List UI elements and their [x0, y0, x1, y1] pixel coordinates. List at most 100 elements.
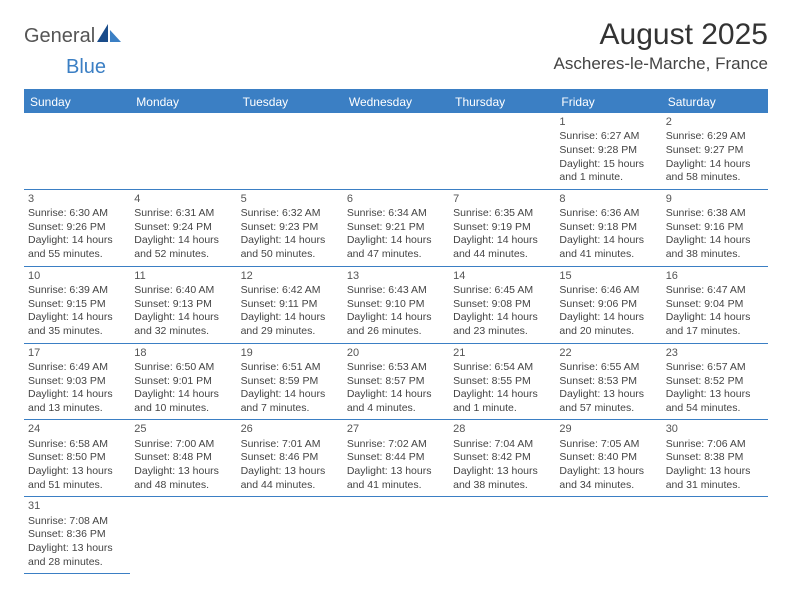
calendar-cell: 28Sunrise: 7:04 AMSunset: 8:42 PMDayligh… [449, 420, 555, 497]
calendar-cell [24, 113, 130, 189]
day-number: 1 [559, 115, 657, 129]
calendar-cell [130, 497, 236, 574]
sunrise: Sunrise: 6:29 AM [666, 130, 764, 144]
sunset: Sunset: 9:27 PM [666, 144, 764, 158]
calendar-cell [555, 497, 661, 574]
sunrise: Sunrise: 6:42 AM [241, 284, 339, 298]
sunrise: Sunrise: 7:01 AM [241, 438, 339, 452]
calendar-body: 1Sunrise: 6:27 AMSunset: 9:28 PMDaylight… [24, 113, 768, 574]
calendar-cell: 8Sunrise: 6:36 AMSunset: 9:18 PMDaylight… [555, 189, 661, 266]
daylight: Daylight: 14 hours and 50 minutes. [241, 234, 339, 261]
calendar-cell: 31Sunrise: 7:08 AMSunset: 8:36 PMDayligh… [24, 497, 130, 574]
daylight: Daylight: 14 hours and 55 minutes. [28, 234, 126, 261]
sunset: Sunset: 9:04 PM [666, 298, 764, 312]
weekday-tue: Tuesday [237, 90, 343, 113]
calendar-cell [343, 113, 449, 189]
sunrise: Sunrise: 6:38 AM [666, 207, 764, 221]
sunrise: Sunrise: 6:27 AM [559, 130, 657, 144]
sunset: Sunset: 8:46 PM [241, 451, 339, 465]
sunset: Sunset: 8:38 PM [666, 451, 764, 465]
weekday-thu: Thursday [449, 90, 555, 113]
calendar-cell: 13Sunrise: 6:43 AMSunset: 9:10 PMDayligh… [343, 266, 449, 343]
weekday-wed: Wednesday [343, 90, 449, 113]
day-number: 8 [559, 192, 657, 206]
sunrise: Sunrise: 6:32 AM [241, 207, 339, 221]
calendar-row: 10Sunrise: 6:39 AMSunset: 9:15 PMDayligh… [24, 266, 768, 343]
sunrise: Sunrise: 6:50 AM [134, 361, 232, 375]
day-number: 4 [134, 192, 232, 206]
sunrise: Sunrise: 7:06 AM [666, 438, 764, 452]
daylight: Daylight: 13 hours and 31 minutes. [666, 465, 764, 492]
daylight: Daylight: 13 hours and 54 minutes. [666, 388, 764, 415]
day-number: 9 [666, 192, 764, 206]
daylight: Daylight: 15 hours and 1 minute. [559, 158, 657, 185]
calendar-cell: 20Sunrise: 6:53 AMSunset: 8:57 PMDayligh… [343, 343, 449, 420]
sunrise: Sunrise: 6:39 AM [28, 284, 126, 298]
sunrise: Sunrise: 6:53 AM [347, 361, 445, 375]
weekday-fri: Friday [555, 90, 661, 113]
calendar-cell: 1Sunrise: 6:27 AMSunset: 9:28 PMDaylight… [555, 113, 661, 189]
sunset: Sunset: 9:23 PM [241, 221, 339, 235]
sunrise: Sunrise: 6:49 AM [28, 361, 126, 375]
calendar-cell: 29Sunrise: 7:05 AMSunset: 8:40 PMDayligh… [555, 420, 661, 497]
day-number: 2 [666, 115, 764, 129]
sunrise: Sunrise: 7:02 AM [347, 438, 445, 452]
daylight: Daylight: 14 hours and 1 minute. [453, 388, 551, 415]
sunset: Sunset: 8:42 PM [453, 451, 551, 465]
calendar-cell: 12Sunrise: 6:42 AMSunset: 9:11 PMDayligh… [237, 266, 343, 343]
day-number: 30 [666, 422, 764, 436]
calendar-head: Sunday Monday Tuesday Wednesday Thursday… [24, 90, 768, 113]
sunset: Sunset: 9:15 PM [28, 298, 126, 312]
logo-text-blue: Blue [66, 56, 106, 78]
calendar-row: 31Sunrise: 7:08 AMSunset: 8:36 PMDayligh… [24, 497, 768, 574]
daylight: Daylight: 14 hours and 20 minutes. [559, 311, 657, 338]
calendar-cell [130, 113, 236, 189]
day-number: 16 [666, 269, 764, 283]
calendar-cell: 24Sunrise: 6:58 AMSunset: 8:50 PMDayligh… [24, 420, 130, 497]
sunset: Sunset: 9:19 PM [453, 221, 551, 235]
sunrise: Sunrise: 6:40 AM [134, 284, 232, 298]
calendar-cell: 14Sunrise: 6:45 AMSunset: 9:08 PMDayligh… [449, 266, 555, 343]
weekday-mon: Monday [130, 90, 236, 113]
day-number: 5 [241, 192, 339, 206]
calendar-cell: 22Sunrise: 6:55 AMSunset: 8:53 PMDayligh… [555, 343, 661, 420]
daylight: Daylight: 13 hours and 48 minutes. [134, 465, 232, 492]
daylight: Daylight: 13 hours and 44 minutes. [241, 465, 339, 492]
day-number: 12 [241, 269, 339, 283]
day-number: 17 [28, 346, 126, 360]
calendar-cell: 10Sunrise: 6:39 AMSunset: 9:15 PMDayligh… [24, 266, 130, 343]
daylight: Daylight: 14 hours and 10 minutes. [134, 388, 232, 415]
sunrise: Sunrise: 6:34 AM [347, 207, 445, 221]
calendar-cell: 7Sunrise: 6:35 AMSunset: 9:19 PMDaylight… [449, 189, 555, 266]
daylight: Daylight: 14 hours and 35 minutes. [28, 311, 126, 338]
sunrise: Sunrise: 6:51 AM [241, 361, 339, 375]
sunset: Sunset: 8:57 PM [347, 375, 445, 389]
sunrise: Sunrise: 6:47 AM [666, 284, 764, 298]
day-number: 15 [559, 269, 657, 283]
location: Ascheres-le-Marche, France [554, 54, 768, 74]
day-number: 7 [453, 192, 551, 206]
day-number: 3 [28, 192, 126, 206]
calendar-cell: 9Sunrise: 6:38 AMSunset: 9:16 PMDaylight… [662, 189, 768, 266]
daylight: Daylight: 14 hours and 17 minutes. [666, 311, 764, 338]
day-number: 27 [347, 422, 445, 436]
sunrise: Sunrise: 6:58 AM [28, 438, 126, 452]
calendar-cell: 21Sunrise: 6:54 AMSunset: 8:55 PMDayligh… [449, 343, 555, 420]
calendar-cell: 6Sunrise: 6:34 AMSunset: 9:21 PMDaylight… [343, 189, 449, 266]
daylight: Daylight: 14 hours and 7 minutes. [241, 388, 339, 415]
calendar-cell: 30 Sunrise: 7:06 AMSunset: 8:38 PMDayligh… [662, 420, 768, 497]
sunset: Sunset: 8:40 PM [559, 451, 657, 465]
sunrise: Sunrise: 6:55 AM [559, 361, 657, 375]
day-number: 11 [134, 269, 232, 283]
sunrise: Sunrise: 6:43 AM [347, 284, 445, 298]
weekday-row: Sunday Monday Tuesday Wednesday Thursday… [24, 90, 768, 113]
sunset: Sunset: 9:16 PM [666, 221, 764, 235]
logo-text-general: General [24, 25, 95, 48]
daylight: Daylight: 14 hours and 38 minutes. [666, 234, 764, 261]
calendar-cell: 2Sunrise: 6:29 AMSunset: 9:27 PMDaylight… [662, 113, 768, 189]
daylight: Daylight: 13 hours and 41 minutes. [347, 465, 445, 492]
day-number: 31 [28, 499, 126, 513]
calendar-cell: 18Sunrise: 6:50 AMSunset: 9:01 PMDayligh… [130, 343, 236, 420]
sunset: Sunset: 9:10 PM [347, 298, 445, 312]
sunset: Sunset: 9:11 PM [241, 298, 339, 312]
